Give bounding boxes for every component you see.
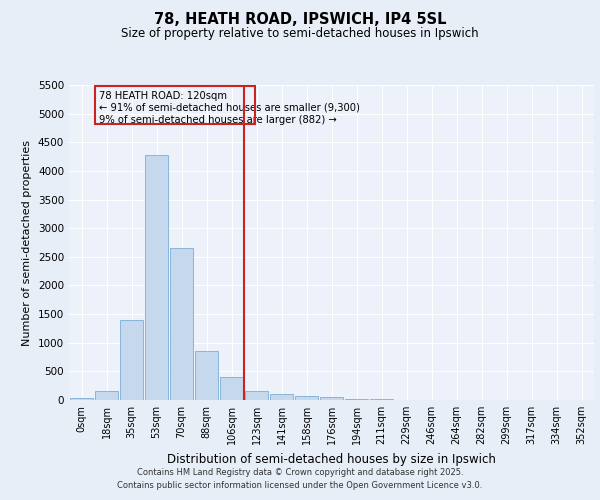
Text: 9% of semi-detached houses are larger (882) →: 9% of semi-detached houses are larger (8…: [99, 115, 337, 125]
Bar: [95, 86, 255, 124]
Text: 78, HEATH ROAD, IPSWICH, IP4 5SL: 78, HEATH ROAD, IPSWICH, IP4 5SL: [154, 12, 446, 28]
Bar: [195, 352, 218, 400]
Text: 78 HEATH ROAD: 120sqm: 78 HEATH ROAD: 120sqm: [99, 90, 227, 101]
Text: Contains public sector information licensed under the Open Government Licence v3: Contains public sector information licen…: [118, 482, 482, 490]
Bar: [70, 398, 93, 400]
Bar: [145, 155, 168, 400]
Bar: [245, 391, 268, 400]
Text: Contains HM Land Registry data © Crown copyright and database right 2025.: Contains HM Land Registry data © Crown c…: [137, 468, 463, 477]
Bar: [345, 399, 368, 400]
Bar: [120, 320, 143, 400]
Bar: [295, 396, 318, 400]
Text: Size of property relative to semi-detached houses in Ipswich: Size of property relative to semi-detach…: [121, 28, 479, 40]
Bar: [220, 377, 243, 400]
X-axis label: Distribution of semi-detached houses by size in Ipswich: Distribution of semi-detached houses by …: [167, 452, 496, 466]
Bar: [95, 392, 118, 400]
Y-axis label: Number of semi-detached properties: Number of semi-detached properties: [22, 140, 32, 346]
Bar: [170, 248, 193, 400]
Text: ← 91% of semi-detached houses are smaller (9,300): ← 91% of semi-detached houses are smalle…: [99, 103, 360, 113]
Bar: [320, 398, 343, 400]
Bar: [270, 394, 293, 400]
